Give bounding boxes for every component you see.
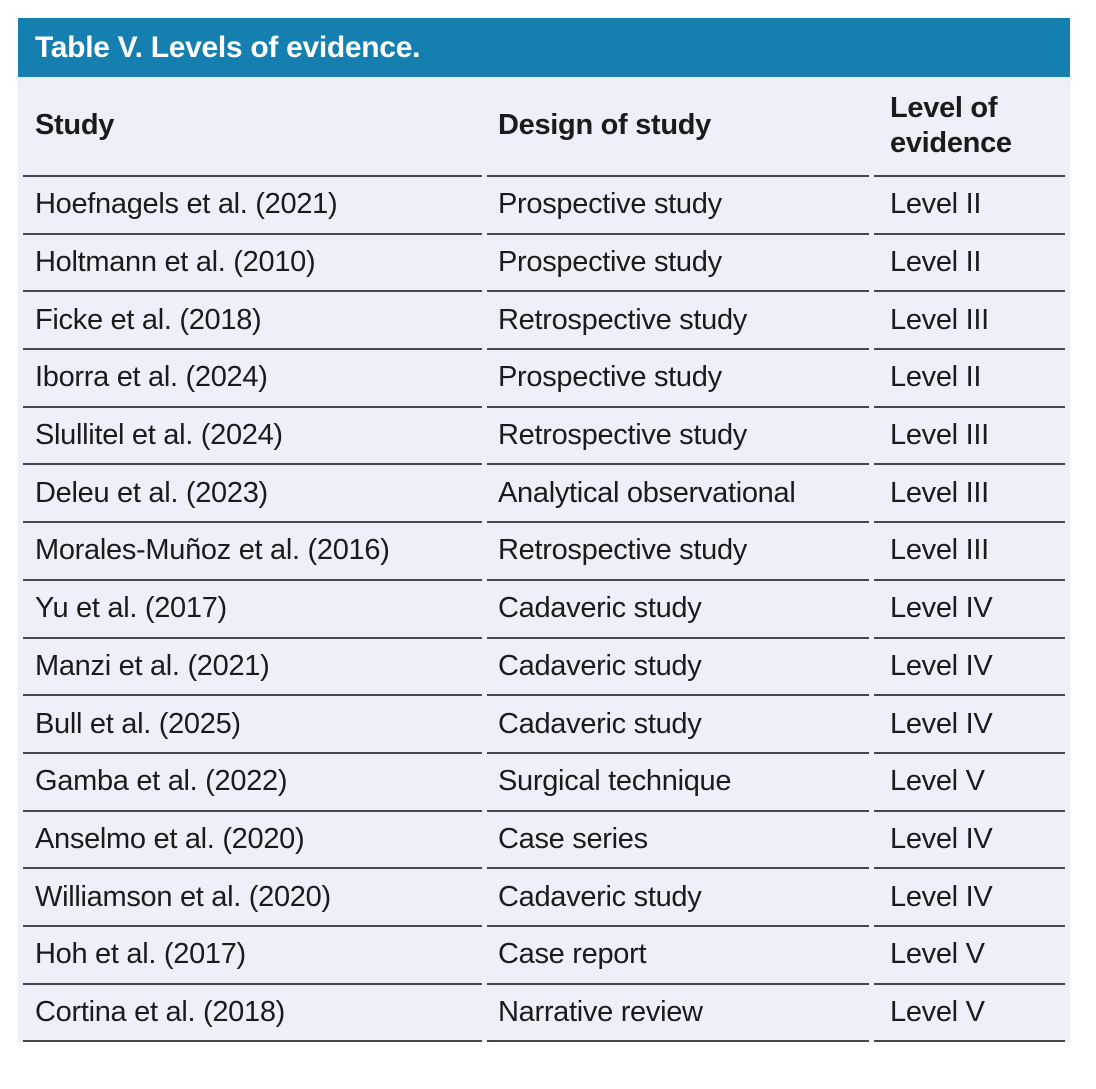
design-cell: Cadaveric study	[487, 696, 869, 754]
study-cell: Anselmo et al. (2020)	[23, 812, 482, 870]
level-cell: Level II	[874, 177, 1065, 235]
design-cell: Cadaveric study	[487, 869, 869, 927]
level-cell: Level V	[874, 754, 1065, 812]
design-cell: Prospective study	[487, 350, 869, 408]
study-cell: Deleu et al. (2023)	[23, 465, 482, 524]
level-cell: Level V	[874, 927, 1065, 985]
table-row: Morales-Muñoz et al. (2016) Retrospectiv…	[23, 523, 1065, 581]
design-cell: Cadaveric study	[487, 639, 869, 697]
level-cell: Level IV	[874, 639, 1065, 697]
study-cell: Hoh et al. (2017)	[23, 927, 482, 985]
table-row: Gamba et al. (2022) Surgical technique L…	[23, 754, 1065, 812]
design-cell: Prospective study	[487, 235, 869, 293]
table-row: Yu et al. (2017) Cadaveric study Level I…	[23, 581, 1065, 639]
design-cell: Case report	[487, 927, 869, 985]
table-row: Anselmo et al. (2020) Case series Level …	[23, 812, 1065, 870]
header-row: Study Design of study Level of evidence	[23, 77, 1065, 177]
level-cell: Level III	[874, 523, 1065, 581]
study-cell: Williamson et al. (2020)	[23, 869, 482, 927]
design-cell: Cadaveric study	[487, 581, 869, 639]
level-cell: Level III	[874, 408, 1065, 466]
table-row: Ficke et al. (2018) Retrospective study …	[23, 292, 1065, 351]
design-cell: Retrospective study	[487, 408, 869, 466]
study-cell: Cortina et al. (2018)	[23, 985, 482, 1043]
table-row: Iborra et al. (2024) Prospective study L…	[23, 350, 1065, 408]
evidence-table-card: Table V. Levels of evidence. Study Desig…	[18, 18, 1070, 1043]
table-row: Manzi et al. (2021) Cadaveric study Leve…	[23, 639, 1065, 697]
level-cell: Level V	[874, 985, 1065, 1043]
table-row: Slullitel et al. (2024) Retrospective st…	[23, 408, 1065, 466]
table-row: Holtmann et al. (2010) Prospective study…	[23, 235, 1065, 293]
design-cell: Prospective study	[487, 177, 869, 235]
level-cell: Level III	[874, 465, 1065, 524]
column-header-level: Level of evidence	[874, 77, 1065, 177]
design-cell: Surgical technique	[487, 754, 869, 812]
table-row: Bull et al. (2025) Cadaveric study Level…	[23, 696, 1065, 754]
level-cell: Level IV	[874, 696, 1065, 754]
level-cell: Level II	[874, 350, 1065, 408]
study-cell: Iborra et al. (2024)	[23, 350, 482, 408]
study-cell: Gamba et al. (2022)	[23, 754, 482, 812]
level-cell: Level IV	[874, 869, 1065, 927]
table-body: Hoefnagels et al. (2021) Prospective stu…	[23, 177, 1065, 1043]
study-cell: Slullitel et al. (2024)	[23, 408, 482, 466]
level-cell: Level III	[874, 292, 1065, 351]
level-cell: Level IV	[874, 812, 1065, 870]
evidence-table: Study Design of study Level of evidence …	[18, 77, 1070, 1043]
column-header-study: Study	[23, 77, 482, 177]
level-cell: Level IV	[874, 581, 1065, 639]
study-cell: Bull et al. (2025)	[23, 696, 482, 754]
design-cell: Narrative review	[487, 985, 869, 1043]
table-title-bar: Table V. Levels of evidence.	[18, 18, 1070, 77]
design-cell: Analytical observational	[487, 465, 869, 524]
study-cell: Morales-Muñoz et al. (2016)	[23, 523, 482, 581]
table-row: Hoefnagels et al. (2021) Prospective stu…	[23, 177, 1065, 235]
table-row: Deleu et al. (2023) Analytical observati…	[23, 465, 1065, 524]
table-row: Hoh et al. (2017) Case report Level V	[23, 927, 1065, 985]
column-header-design: Design of study	[487, 77, 869, 177]
design-cell: Retrospective study	[487, 523, 869, 581]
level-cell: Level II	[874, 235, 1065, 293]
table-row: Cortina et al. (2018) Narrative review L…	[23, 985, 1065, 1043]
study-cell: Holtmann et al. (2010)	[23, 235, 482, 293]
table-title: Table V. Levels of evidence.	[35, 30, 421, 64]
study-cell: Hoefnagels et al. (2021)	[23, 177, 482, 235]
study-cell: Manzi et al. (2021)	[23, 639, 482, 697]
study-cell: Ficke et al. (2018)	[23, 292, 482, 351]
design-cell: Case series	[487, 812, 869, 870]
table-row: Williamson et al. (2020) Cadaveric study…	[23, 869, 1065, 927]
design-cell: Retrospective study	[487, 292, 869, 351]
study-cell: Yu et al. (2017)	[23, 581, 482, 639]
